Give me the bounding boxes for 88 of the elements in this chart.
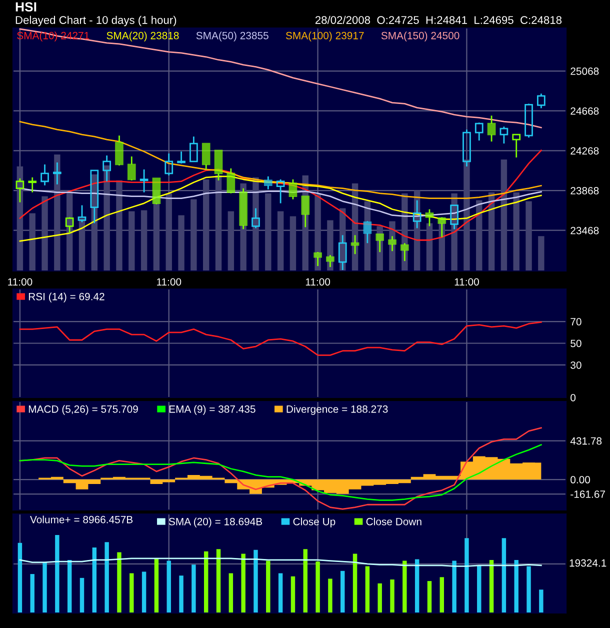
legend-label: EMA (9) = 387.435 <box>169 405 256 415</box>
bar <box>402 560 407 613</box>
candlestick <box>388 235 396 252</box>
candlestick <box>412 200 422 229</box>
legend-label: MACD (5,26) = 575.709 <box>28 405 138 415</box>
bar <box>18 542 22 613</box>
chart-subtitle: Delayed Chart - 10 days (1 hour) <box>16 16 176 26</box>
bar <box>228 573 234 613</box>
bar <box>477 565 482 613</box>
candlestick <box>140 168 148 194</box>
y-tick-label: 23868 <box>570 187 599 194</box>
text: 28/02/2008 O:24725 H:24841 L:24695 C:24818 <box>315 16 562 24</box>
bar <box>464 538 469 613</box>
bar <box>130 573 134 613</box>
text: SMA(150) 24500 <box>381 32 460 42</box>
bar <box>216 549 221 613</box>
bar <box>67 560 72 613</box>
y-tick-label: 70 <box>570 318 582 326</box>
candlestick <box>338 234 347 271</box>
bar <box>427 581 432 613</box>
bar <box>30 574 34 613</box>
line-series <box>19 28 542 128</box>
bar <box>266 560 270 613</box>
legend-label: Close Down <box>366 518 422 526</box>
bar <box>254 550 258 613</box>
legend-label: RSI (14) = 69.42 <box>28 292 104 302</box>
y-tick-label: -161.67 <box>570 490 605 498</box>
bar <box>154 558 159 613</box>
text: SMA(20) 23818 <box>106 32 179 42</box>
bar <box>142 572 146 613</box>
bar <box>42 562 47 613</box>
bar <box>55 535 60 613</box>
bar <box>340 570 345 613</box>
bar <box>241 554 246 613</box>
bar <box>166 560 171 613</box>
line-series <box>19 150 542 241</box>
y-tick-label: 24668 <box>570 107 599 115</box>
line-series <box>19 321 542 356</box>
chart-title: HSI <box>16 2 36 12</box>
x-tick-label: 11:00 <box>454 278 479 286</box>
y-tick-label: 25068 <box>570 68 599 75</box>
bar <box>365 566 370 613</box>
line-series <box>19 120 542 199</box>
bar <box>352 554 358 613</box>
bar <box>278 573 283 613</box>
bar <box>502 538 506 613</box>
bar <box>440 577 444 613</box>
y-tick-label: 30 <box>570 361 582 369</box>
bar <box>378 583 382 613</box>
bar <box>514 560 518 613</box>
bar <box>539 590 544 613</box>
bar <box>316 562 320 613</box>
bar <box>104 542 109 613</box>
text: SMA(10) 24271 <box>17 32 90 42</box>
y-tick-label: 50 <box>570 340 582 348</box>
bar <box>290 576 296 613</box>
y-tick-label: 0.00 <box>570 476 590 484</box>
bar <box>303 549 308 613</box>
text: 19324.1 <box>570 559 606 567</box>
bar <box>179 576 184 613</box>
bar <box>192 564 196 613</box>
legend-label: Divergence = 188.273 <box>286 405 388 415</box>
text: SMA(100) 23917 <box>286 32 364 42</box>
text: SMA(50) 23855 <box>196 32 268 42</box>
y-tick-label: 24268 <box>570 147 599 155</box>
y-tick-label: 23468 <box>570 226 599 234</box>
candlestick <box>40 164 49 186</box>
bar <box>204 551 208 613</box>
bar <box>526 566 531 613</box>
bar <box>414 559 420 613</box>
bar <box>117 552 122 613</box>
bar <box>80 578 84 613</box>
bar <box>390 579 394 613</box>
y-tick-label: 0 <box>570 394 576 402</box>
legend-label: Close Up <box>293 518 336 528</box>
bar <box>489 560 494 613</box>
bar <box>328 578 332 613</box>
y-tick-label: 431.78 <box>570 437 602 445</box>
bar <box>92 548 97 613</box>
bar <box>452 560 456 613</box>
candlestick <box>53 162 62 186</box>
x-tick-label: 11:00 <box>157 278 182 286</box>
chart-title: Volume+ = 8966.457B <box>30 516 133 524</box>
x-tick-label: 11:00 <box>306 278 330 286</box>
candlestick <box>102 154 111 182</box>
legend-label: SMA (20) = 18.694B <box>168 518 262 528</box>
line-series <box>19 444 542 501</box>
x-tick-label: 11:00 <box>8 278 32 286</box>
